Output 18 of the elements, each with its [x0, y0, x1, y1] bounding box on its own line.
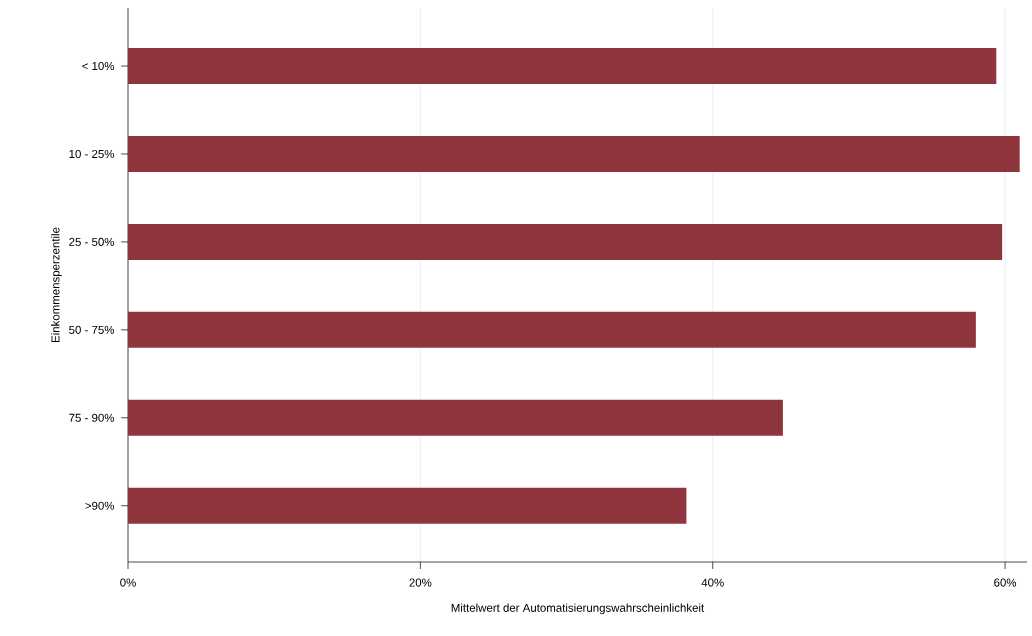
- bar: [128, 311, 976, 348]
- y-tick-label: 50 - 75%: [69, 325, 115, 334]
- bar: [128, 487, 687, 524]
- y-axis-title: Einkommensperzentile: [51, 227, 62, 343]
- bar: [128, 223, 1003, 260]
- x-tick-label: 0%: [120, 578, 136, 587]
- bar: [128, 135, 1020, 172]
- y-tick-label: 25 - 50%: [69, 237, 115, 246]
- x-tick-label: 20%: [409, 578, 432, 587]
- bar: [128, 399, 783, 436]
- y-tick-label: < 10%: [82, 61, 115, 71]
- y-tick-label: 10 - 25%: [69, 149, 115, 159]
- y-tick-label: >90%: [85, 501, 115, 510]
- x-tick-label: 60%: [994, 578, 1017, 587]
- y-tick-label: 75 - 90%: [69, 413, 115, 422]
- bar: [128, 48, 997, 85]
- x-tick-label: 40%: [701, 578, 724, 587]
- x-axis-title: Mittelwert der Automatisierungswahrscheinlichkeit: [451, 603, 705, 615]
